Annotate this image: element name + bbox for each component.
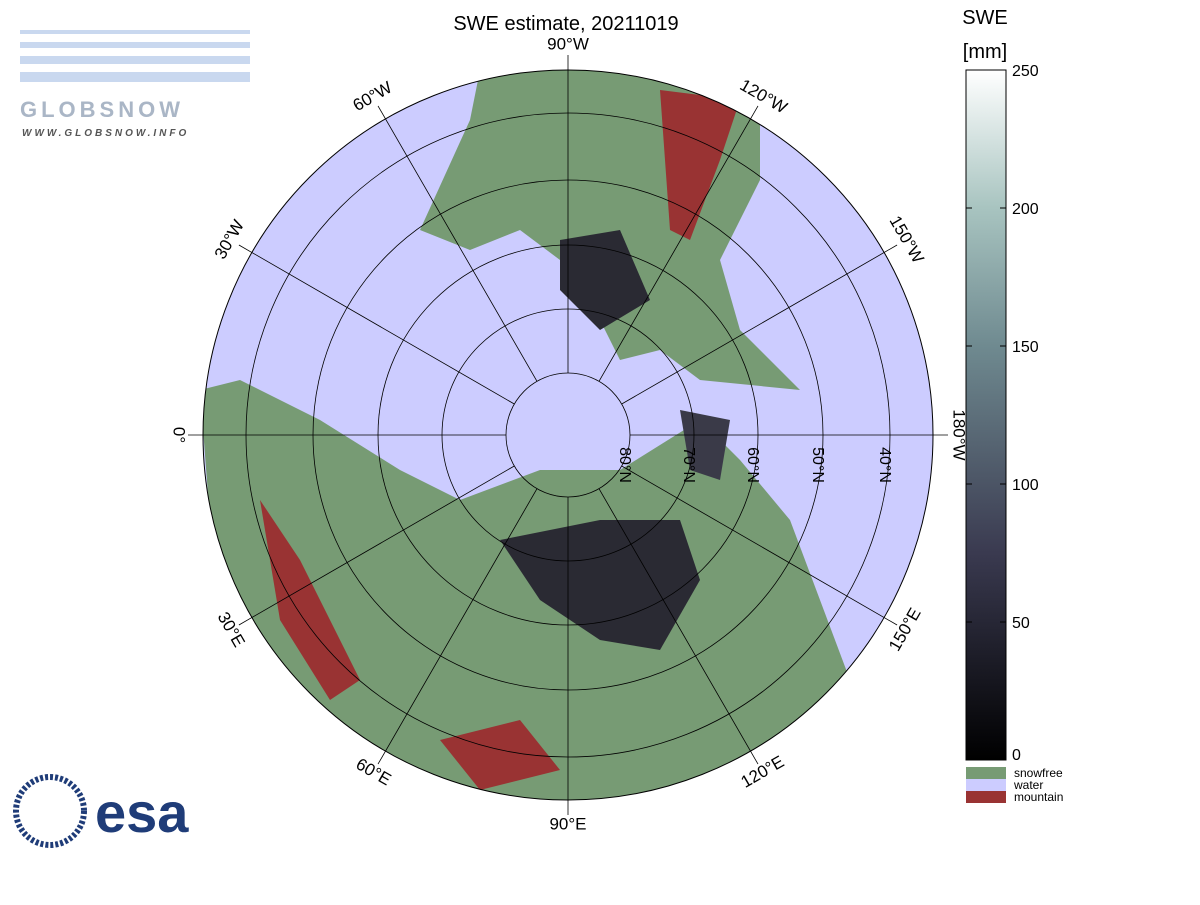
latitude-label: 70°N — [680, 447, 697, 483]
esa-logo: esa — [13, 774, 189, 848]
longitude-label: 150°W — [886, 213, 928, 267]
title: SWE estimate, 20211019 — [453, 13, 678, 35]
meridian — [598, 105, 759, 382]
legend-swatch — [966, 791, 1006, 803]
longitude-label: 60°W — [350, 78, 396, 115]
meridian — [598, 488, 759, 765]
globsnow-text: GLOBSNOW — [20, 97, 184, 122]
legend-label: mountain — [1014, 790, 1063, 804]
meridian — [377, 488, 538, 765]
colorbar-tick-label: 150 — [1012, 339, 1039, 356]
meridian — [238, 465, 515, 626]
longitude-label: 180°W — [950, 409, 969, 460]
longitude-label: 120°E — [738, 752, 788, 792]
latitude-label: 60°N — [744, 447, 761, 483]
legend-swatch — [966, 767, 1006, 779]
latitude-label: 80°N — [616, 447, 633, 483]
longitude-label: 30°E — [214, 609, 249, 651]
colorbar — [965, 69, 1007, 761]
graticule — [188, 55, 948, 815]
longitude-label: 0° — [170, 427, 189, 443]
meridian — [377, 105, 538, 382]
colorbar-tick-label: 0 — [1012, 747, 1021, 764]
colorbar-tick-label: 100 — [1012, 477, 1039, 494]
longitude-label: 60°E — [353, 754, 395, 789]
meridian — [621, 465, 898, 626]
colorbar-tick-label: 200 — [1012, 201, 1039, 218]
esa-text: esa — [95, 781, 189, 844]
longitude-label: 30°W — [211, 217, 248, 263]
globsnow-logo: GLOBSNOW WWW.GLOBSNOW.INFO — [20, 30, 250, 139]
longitude-label: 150°E — [885, 605, 925, 655]
colorbar-title: SWE — [962, 7, 1008, 29]
map — [203, 70, 933, 800]
longitude-label: 120°W — [737, 75, 791, 117]
colorbar-tick-label: 250 — [1012, 63, 1039, 80]
latitude-label: 50°N — [809, 447, 826, 483]
meridian — [238, 244, 515, 405]
longitude-label: 90°W — [547, 34, 589, 53]
legend-swatch — [966, 779, 1006, 791]
longitude-label: 90°E — [549, 814, 586, 833]
latitude-label: 40°N — [876, 447, 893, 483]
legend-label: water — [1013, 778, 1043, 792]
legend-label: snowfree — [1014, 766, 1063, 780]
map-border — [202, 69, 934, 801]
colorbar-tick-label: 50 — [1012, 615, 1030, 632]
globsnow-url: WWW.GLOBSNOW.INFO — [22, 128, 189, 139]
colorbar-unit: [mm] — [963, 41, 1007, 63]
meridian — [621, 244, 898, 405]
